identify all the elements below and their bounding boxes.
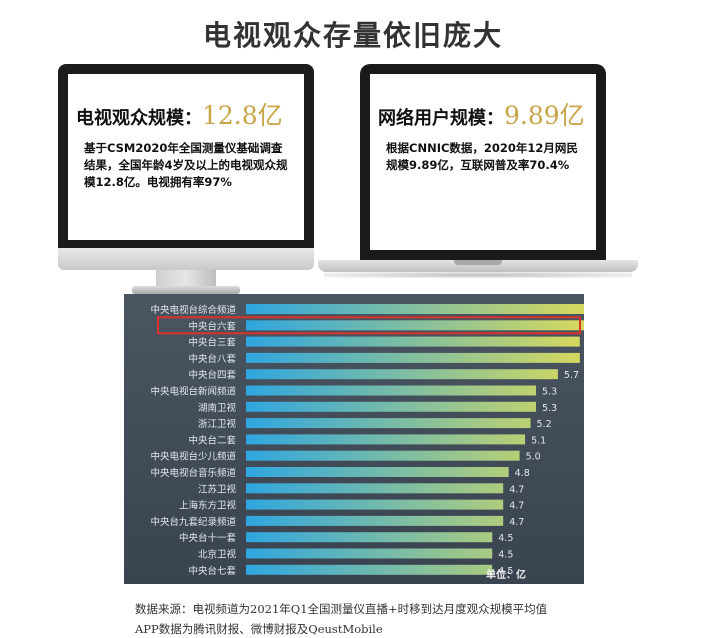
page-title: 电视观众存量依旧庞大 <box>202 19 503 52</box>
bar-10 <box>246 467 509 477</box>
value-label-11: 4.7 <box>509 484 524 495</box>
value-label-9: 5.0 <box>526 452 541 463</box>
category-label-3: 中央台八套 <box>188 353 236 365</box>
bar-5 <box>246 385 537 396</box>
bar-2 <box>246 336 580 347</box>
bar-7 <box>246 418 531 429</box>
laptop-deck <box>318 260 638 272</box>
category-label-13: 中央台九套纪录频道 <box>150 516 236 528</box>
tv-audience-description: 基于CSM2020年全国测量仪基础调查结果，全国年龄4岁及以上的电视观众规模12… <box>84 141 288 189</box>
tv-audience-label: 电视观众规模： <box>76 108 202 129</box>
value-label-13: 4.7 <box>509 517 524 528</box>
category-label-16: 中央台七套 <box>188 565 236 577</box>
category-label-5: 中央电视台新闻频道 <box>150 386 236 398</box>
bar-6 <box>246 401 537 412</box>
monitor-stand-base <box>132 286 240 294</box>
category-label-6: 湖南卫视 <box>198 402 237 414</box>
chart-unit-label: 单位：亿 <box>486 570 526 581</box>
value-label-12: 4.7 <box>509 501 524 512</box>
net-users-description: 根据CNNIC数据，2020年12月网民规模9.89亿，互联网普及率70.4% <box>386 141 578 172</box>
bar-8 <box>246 434 526 445</box>
category-label-12: 上海东方卫视 <box>179 500 237 512</box>
net-users-heading: 网络用户规模：9.89亿 <box>378 96 585 132</box>
bar-11 <box>246 483 504 494</box>
value-label-8: 5.1 <box>531 435 546 446</box>
value-label-5: 5.3 <box>542 387 557 398</box>
category-label-14: 中央台十一套 <box>179 532 237 544</box>
net-users-label: 网络用户规模： <box>378 108 504 129</box>
value-label-16: 4.5 <box>498 566 513 577</box>
bar-chart-svg: 中央电视台综合频道7.1中央台六套6.3中央台三套6.1中央台八套6.1中央台四… <box>150 304 584 577</box>
tv-audience-heading: 电视观众规模：12.8亿 <box>76 96 283 132</box>
bar-14 <box>246 532 493 543</box>
bar-13 <box>246 515 504 526</box>
value-label-15: 4.5 <box>498 550 513 561</box>
laptop-notch <box>454 260 502 265</box>
bar-0 <box>246 304 584 314</box>
highlight-box <box>157 316 581 335</box>
value-label-7: 5.2 <box>537 419 552 430</box>
monitor-stand-neck <box>156 270 216 288</box>
value-label-14: 4.5 <box>498 533 513 544</box>
value-label-6: 5.3 <box>542 403 557 414</box>
source-note-line1: 数据来源：电视频道为2021年Q1全国测量仪直播+时移到达月度观众规模平均值 <box>135 602 548 616</box>
category-label-7: 浙江卫视 <box>198 418 237 430</box>
category-label-1: 中央台六套 <box>188 320 236 332</box>
bar-16 <box>246 564 493 575</box>
bar-9 <box>246 450 520 461</box>
value-label-4: 5.7 <box>564 370 579 381</box>
net-users-value: 9.89亿 <box>504 101 585 130</box>
category-label-11: 江苏卫视 <box>198 483 237 495</box>
value-label-10: 4.8 <box>515 468 530 479</box>
category-label-2: 中央台三套 <box>188 337 236 349</box>
bar-1 <box>246 320 584 331</box>
category-label-9: 中央电视台少儿频道 <box>150 451 236 463</box>
laptop-screen: 网络用户规模：9.89亿 根据CNNIC数据，2020年12月网民规模9.89亿… <box>370 74 596 250</box>
monitor-chin <box>58 248 314 270</box>
category-label-0: 中央电视台综合频道 <box>150 304 236 316</box>
monitor-screen: 电视观众规模：12.8亿 基于CSM2020年全国测量仪基础调查结果，全国年龄4… <box>68 74 304 240</box>
category-label-10: 中央电视台音乐频道 <box>150 467 236 479</box>
laptop-shadow <box>324 272 632 278</box>
category-label-15: 北京卫视 <box>198 549 237 561</box>
bar-15 <box>246 548 493 559</box>
tv-monitor-card: 电视观众规模：12.8亿 基于CSM2020年全国测量仪基础调查结果，全国年龄4… <box>58 64 314 294</box>
category-label-4: 中央台四套 <box>188 369 236 381</box>
tv-audience-value: 12.8亿 <box>202 101 283 130</box>
bar-3 <box>246 352 580 363</box>
source-note-line2: APP数据为腾讯财报、微博财报及QeustMobile <box>135 622 383 636</box>
channel-audience-chart: 中央电视台综合频道7.1中央台六套6.3中央台三套6.1中央台八套6.1中央台四… <box>124 294 584 584</box>
laptop-lid: 网络用户规模：9.89亿 根据CNNIC数据，2020年12月网民规模9.89亿… <box>360 64 606 260</box>
bar-4 <box>246 369 558 380</box>
monitor-frame: 电视观众规模：12.8亿 基于CSM2020年全国测量仪基础调查结果，全国年龄4… <box>58 64 314 248</box>
laptop-card: 网络用户规模：9.89亿 根据CNNIC数据，2020年12月网民规模9.89亿… <box>318 64 638 278</box>
bar-12 <box>246 499 504 510</box>
category-label-8: 中央台二套 <box>188 434 236 446</box>
